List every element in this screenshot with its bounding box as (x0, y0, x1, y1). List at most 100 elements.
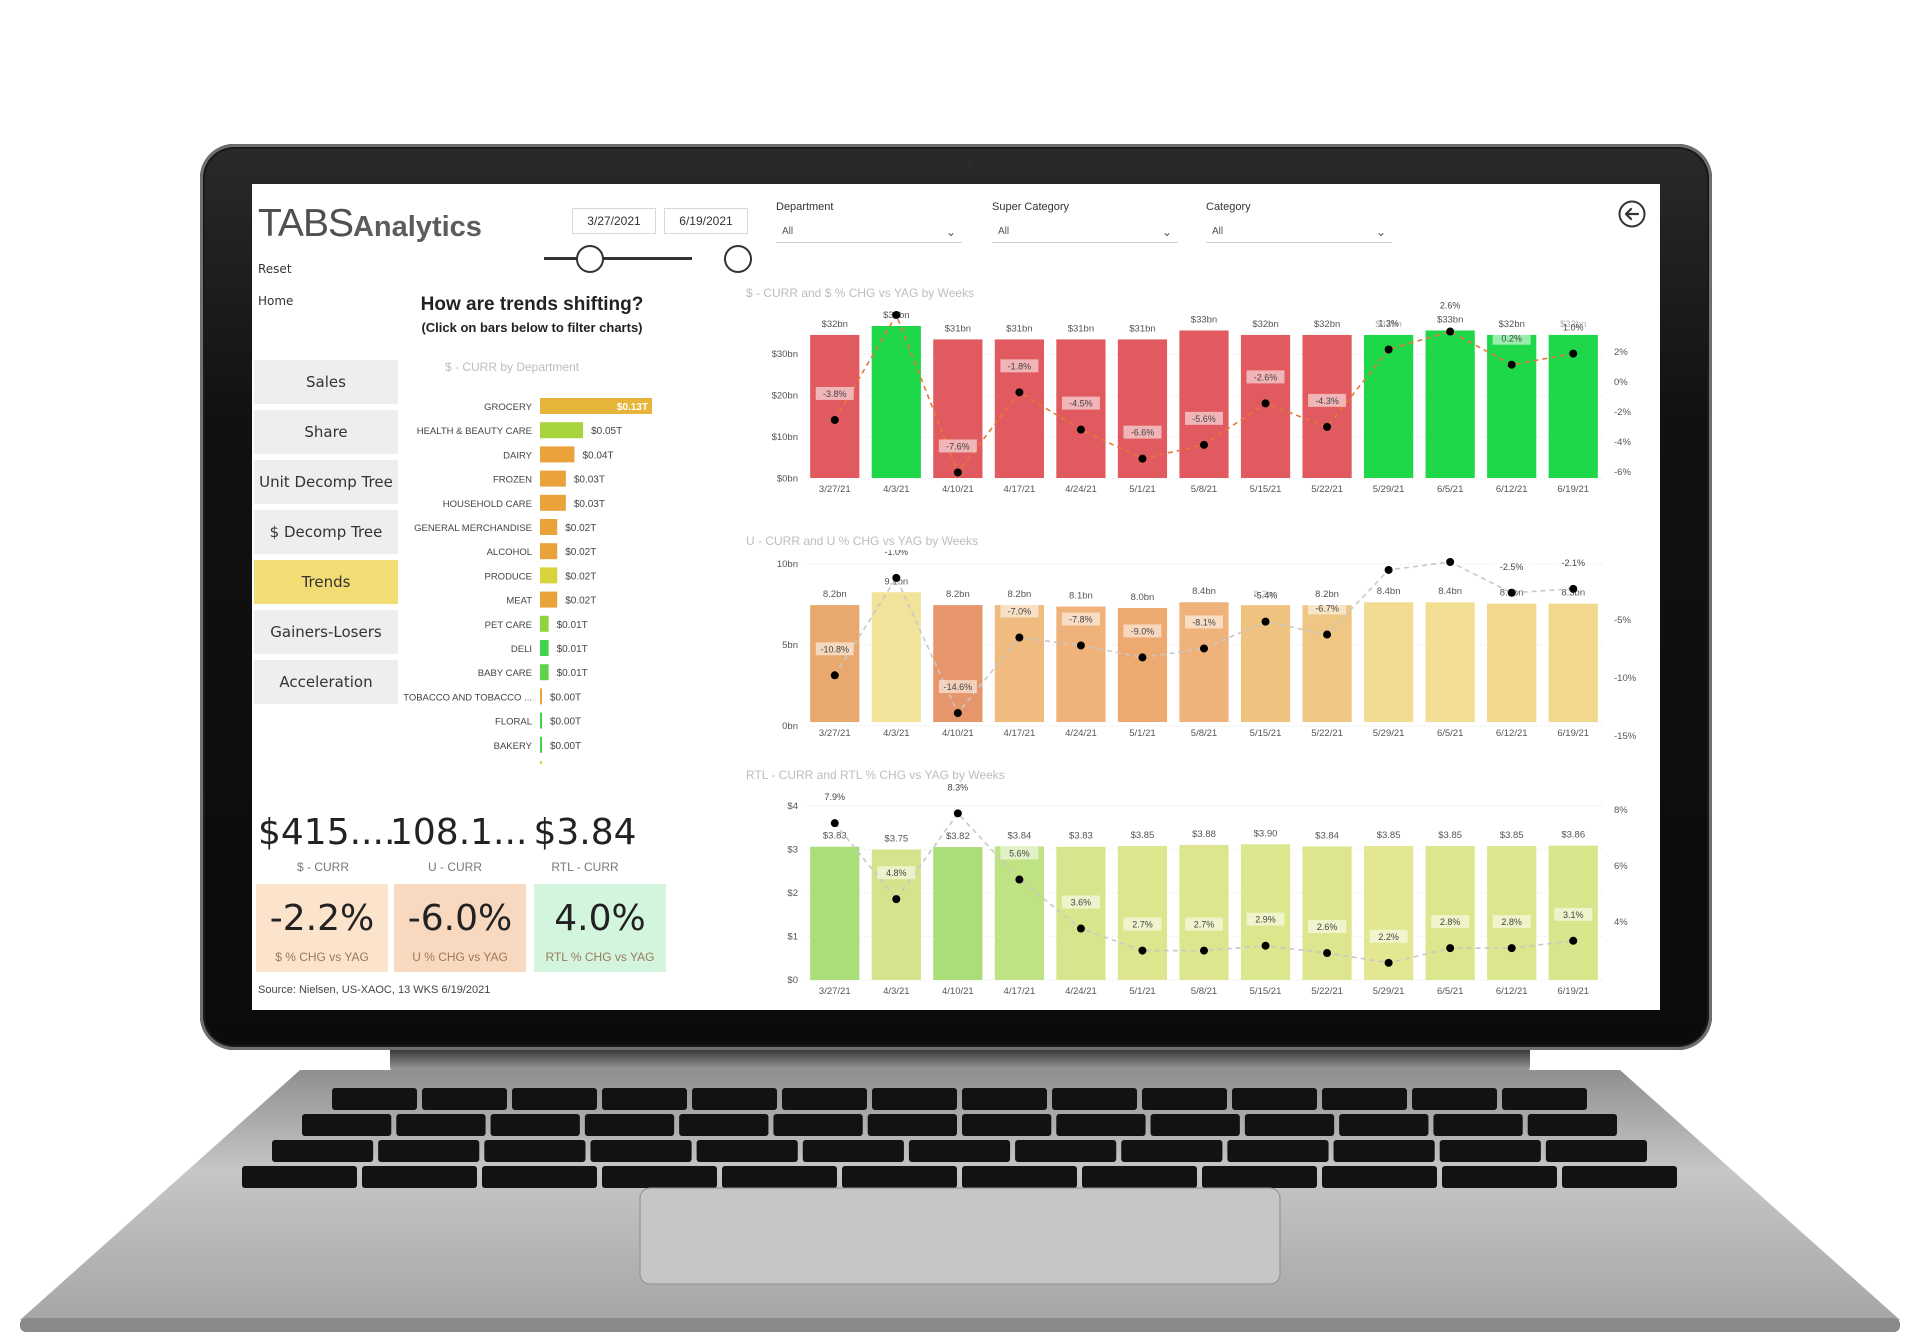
nav-acceleration[interactable]: Acceleration (254, 660, 398, 704)
department-category-label: DELI (511, 644, 532, 655)
week-bar-value-label: $32bn (1252, 319, 1278, 330)
pct-change-label: 1.3% (1378, 318, 1399, 328)
pct-change-point (953, 709, 962, 718)
pct-label-bg (1123, 425, 1162, 439)
week-bar-value-label: $3.82 (946, 831, 970, 842)
reset-link[interactable]: Reset (258, 262, 292, 276)
pct-change-label: 3.6% (1071, 898, 1092, 908)
week-bar (1364, 602, 1414, 722)
pct-change-point (1446, 944, 1455, 953)
date-range-start-handle[interactable] (576, 245, 604, 273)
kpi-value: $3.84 (533, 812, 637, 853)
pct-change-label: -6.6% (1131, 428, 1155, 438)
kpi-change-label: RTL % CHG vs YAG (545, 950, 655, 964)
department-value-label: $0.02T (565, 571, 596, 582)
department-bar (540, 761, 542, 764)
kpi-change-value: -2.2% (269, 898, 375, 939)
week-bar-value-label: $33bn (1437, 314, 1463, 325)
pct-label-bg (815, 642, 854, 656)
pct-label-bg (877, 550, 916, 558)
y2-axis-tick-label: 2% (1614, 347, 1628, 358)
department-value-label: $0.01T (557, 668, 588, 679)
pct-change-point (1076, 641, 1085, 650)
super-category-filter-select[interactable]: All ⌄ (992, 221, 1178, 243)
week-x-axis-label: 3/27/21 (819, 484, 851, 495)
pct-label-bg (815, 386, 854, 400)
y-axis-tick-label: $0bn (777, 474, 798, 485)
week-x-axis-label: 5/22/21 (1311, 986, 1343, 997)
week-bar-value-label: $3.88 (1192, 829, 1216, 840)
webcam (966, 160, 973, 167)
super-category-filter-label: Super Category (992, 201, 1070, 213)
pct-change-point (1507, 588, 1516, 597)
department-bar (540, 543, 558, 560)
laptop-keyboard-base (20, 1070, 1900, 1332)
y-axis-tick-label: 10bn (777, 559, 798, 570)
week-x-axis-label: 6/19/21 (1557, 986, 1589, 997)
week-x-axis-label: 4/24/21 (1065, 484, 1097, 495)
week-bar-value-label: 8.2bn (1315, 589, 1339, 600)
pct-label-bg (1492, 331, 1531, 345)
week-x-axis-label: 5/22/21 (1311, 728, 1343, 739)
pct-label-bg (1246, 370, 1285, 384)
nav-share[interactable]: Share (254, 410, 398, 454)
week-bar-value-label: $31bn (1068, 323, 1094, 334)
pct-label-bg (1369, 316, 1408, 330)
pct-label-bg (1246, 588, 1285, 602)
pct-change-point (1076, 924, 1085, 933)
category-filter-select[interactable]: All ⌄ (1206, 221, 1392, 243)
retail-weeks-chart[interactable]: $4 $3 $2 $1 $0 8% 6% 4% $3.83 3/27/21 $3.75 4/3/21 $… (742, 784, 1654, 1000)
kpi-change-card: 4.0% RTL % CHG vs YAG (534, 884, 666, 972)
pct-change-label: 8.3% (948, 784, 969, 792)
pct-change-label: 5.6% (1009, 849, 1030, 859)
y-axis-tick-label: $2 (787, 888, 798, 899)
week-bar-value-label: $3.85 (1500, 830, 1524, 841)
nav-trends[interactable]: Trends (254, 560, 398, 604)
department-bar (540, 736, 542, 753)
pct-change-point (1323, 422, 1332, 431)
department-bar (540, 615, 549, 632)
pct-change-point (1507, 944, 1516, 953)
department-bar-chart[interactable]: GROCERY $0.13T HEALTH & BEAUTY CARE $0.05T D… (402, 394, 732, 764)
y2-axis-tick-label: 8% (1614, 805, 1628, 816)
department-filter-select[interactable]: All ⌄ (776, 221, 962, 243)
dollar-weeks-chart[interactable]: $30bn $20bn $10bn $0bn 2% 0% -2% -4% -6% $32bn 3/2… (742, 302, 1654, 512)
department-category-label: PET CARE (485, 620, 532, 631)
pct-change-point (1015, 388, 1024, 397)
home-link[interactable]: Home (258, 294, 294, 308)
pct-change-point (953, 809, 962, 818)
y-axis-tick-label: $10bn (772, 432, 798, 443)
unit-weeks-chart[interactable]: 10bn5bn0bn-5%-10%-15%8.2bn3/27/219.1bn4/… (742, 550, 1654, 746)
date-end-input[interactable]: 6/19/2021 (664, 208, 748, 234)
pct-label-bg (1185, 917, 1223, 931)
date-range-end-handle[interactable] (724, 245, 752, 273)
pct-change-label: 3.1% (1563, 910, 1584, 920)
pct-change-label: 2.8% (1501, 917, 1522, 927)
department-category-label: PRODUCE (484, 571, 532, 582)
week-x-axis-label: 4/3/21 (883, 728, 909, 739)
pct-label-bg (1185, 411, 1223, 425)
week-x-axis-label: 5/8/21 (1191, 728, 1217, 739)
pct-label-bg (877, 866, 916, 880)
nav-unit-decomp-tree[interactable]: Unit Decomp Tree (254, 460, 398, 504)
pct-change-label: -5.4% (1254, 591, 1278, 601)
week-x-axis-label: 4/17/21 (1004, 986, 1036, 997)
pct-label-bg (938, 439, 977, 453)
pct-label-bg (1061, 396, 1100, 410)
panel-subtitle: (Click on bars below to filter charts) (421, 320, 643, 335)
pct-change-point (1446, 327, 1455, 336)
pct-change-label: -2.1% (1561, 558, 1585, 568)
department-category-label: MEAT (506, 596, 532, 607)
department-category-label: GROCERY (484, 402, 533, 413)
pct-label-bg (938, 680, 977, 694)
back-arrow-icon[interactable] (1618, 200, 1646, 228)
week-x-axis-label: 6/5/21 (1437, 986, 1463, 997)
department-bar (540, 494, 566, 511)
week-bar-value-label: 8.2bn (823, 589, 847, 600)
nav-gainers-losers[interactable]: Gainers-Losers (254, 610, 398, 654)
pct-label-bg (1308, 393, 1347, 407)
date-start-input[interactable]: 3/27/2021 (572, 208, 656, 234)
nav-sales[interactable]: Sales (254, 360, 398, 404)
nav-decomp-tree[interactable]: $ Decomp Tree (254, 510, 398, 554)
pct-change-label: -14.6% (944, 682, 973, 692)
